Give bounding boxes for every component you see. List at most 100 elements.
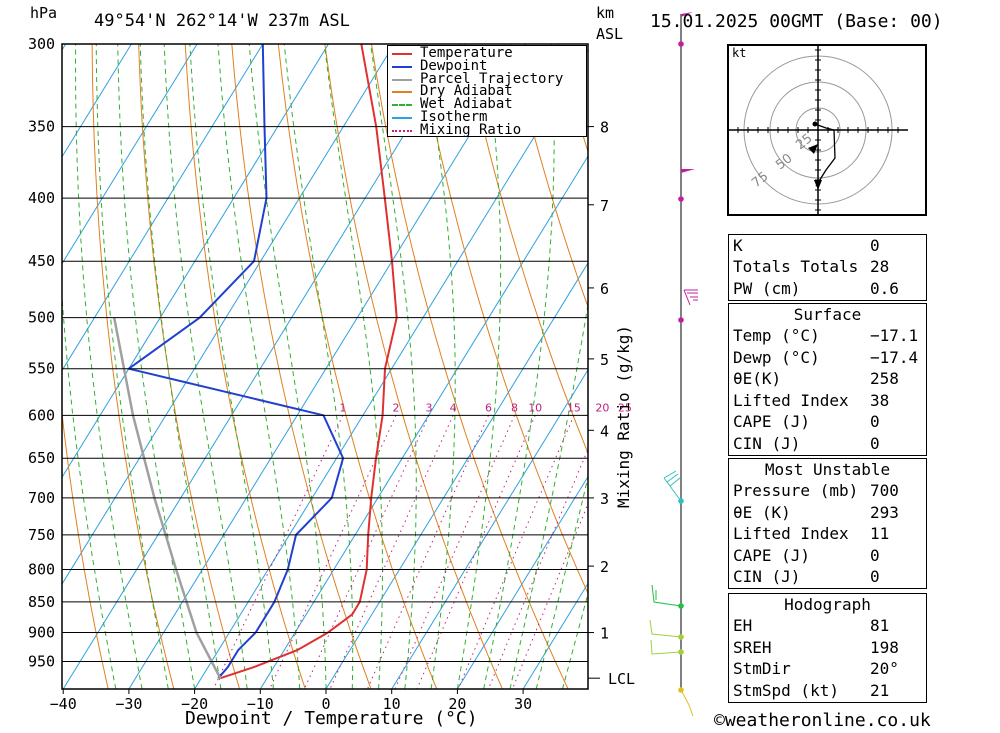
wet-adiabat-line [283, 44, 354, 689]
wind-barb [651, 584, 682, 607]
credit-link[interactable]: weatheronline.co.uk [724, 710, 931, 731]
legend-entry: Wet Adiabat [388, 96, 588, 113]
datetime-title: 15.01.2025 00GMT (Base: 00) [650, 11, 943, 32]
legend-entry: Temperature [388, 45, 588, 61]
dry-adiabat-line [930, 44, 1000, 689]
pressure-tick-label: 850 [28, 593, 55, 611]
x-tick-label: −20 [181, 695, 208, 713]
legend-label: Dry Adiabat [420, 83, 513, 100]
wet-adiabat-line [423, 44, 456, 689]
dry-adiabat-line [324, 44, 503, 689]
wet-adiabat-line [248, 44, 327, 689]
pressure-tick-label: 500 [28, 309, 55, 327]
surface-title: Surface [793, 304, 862, 324]
precipitable-water-label: PW (cm) [733, 278, 801, 298]
dry-adiabat-line [977, 44, 1000, 689]
storm-direction-label: StmDir [733, 659, 791, 679]
most-unstable-title: Most Unstable [764, 459, 891, 479]
surface-dewp-value: −17.4 [870, 347, 919, 367]
mixing-ratio-line [511, 502, 588, 689]
hodograph-unit-label: kt [732, 46, 747, 60]
mu-cape-value: 0 [870, 545, 880, 565]
x-tick-label: 10 [383, 695, 401, 713]
location-title: 49°54'N 262°14'W 237m ASL [94, 11, 350, 31]
pressure-tick-label: 800 [28, 560, 55, 578]
wet-adiabat-line [163, 44, 248, 689]
storm-speed-label: StmSpd (kt) [733, 680, 839, 700]
pressure-tick-label: 600 [28, 406, 55, 424]
legend-swatch [392, 117, 412, 119]
isotherm-line [128, 44, 527, 689]
copyright-icon: © [714, 710, 725, 731]
wind-barb [650, 639, 682, 655]
legend-swatch [392, 78, 412, 81]
mixing-ratio-value-label: 10 [528, 401, 542, 414]
x-axis-title: Dewpoint / Temperature (°C) [185, 708, 478, 729]
wind-barb-flag [681, 12, 693, 17]
surface-cape-label: CAPE (J) [733, 412, 811, 432]
pressure-tick-label: 550 [28, 360, 55, 378]
mixing-ratio-value-label: 2 [393, 401, 400, 414]
mixing-ratio-axis-title: Mixing Ratio (g/kg) [614, 324, 633, 508]
sreh-value: 198 [870, 637, 899, 657]
mixing-ratio-value-label: 20 [595, 401, 609, 414]
wet-adiabat-line [483, 44, 555, 689]
wet-adiabat-line [370, 44, 417, 689]
mixing-ratio-value-label: 3 [425, 401, 432, 414]
km-tick-label: 8 [600, 119, 609, 137]
sreh-label: SREH [733, 637, 772, 657]
legend-swatch [392, 53, 412, 55]
surface-lifted-index-label: Lifted Index [733, 390, 849, 410]
hodograph-trace [814, 123, 836, 187]
k-index-value: 0 [870, 235, 880, 255]
mixing-ratio-line [329, 415, 454, 689]
x-tick-label: −40 [50, 695, 77, 713]
dry-adiabat-line [510, 44, 588, 309]
surface-temp-label: Temp (°C) [733, 326, 820, 346]
pressure-tick-label: 950 [28, 653, 55, 671]
mu-thetae-value: 293 [870, 502, 899, 522]
mixing-ratio-line [394, 415, 515, 689]
x-tick-label: −30 [115, 695, 142, 713]
pressure-tick-label: 300 [28, 35, 55, 53]
surface-thetae-value: 258 [870, 369, 899, 389]
surface-table: Surface Temp (°C) −17.1 Dewp (°C) −17.4 θE… [728, 303, 927, 456]
x-tick-label: 30 [514, 695, 532, 713]
legend-entry: Isotherm [388, 109, 588, 125]
precipitable-water-value: 0.6 [870, 278, 899, 298]
wind-level-dot [678, 196, 684, 202]
surface-cin-label: CIN (J) [733, 433, 801, 453]
pressure-tick-label: 750 [28, 526, 55, 544]
surface-lifted-index-value: 38 [870, 390, 890, 410]
mixing-ratio-value-label: 4 [450, 401, 457, 414]
isotherm-line [456, 475, 588, 689]
pressure-tick-label: 650 [28, 449, 55, 467]
storm-speed-value: 21 [870, 680, 890, 700]
surface-thetae-label: θE(K) [733, 369, 782, 389]
wet-adiabat-line [139, 44, 222, 689]
mixing-ratio-line [213, 415, 344, 689]
isotherm-line [62, 44, 198, 265]
isotherm-line [325, 262, 588, 689]
legend-entry: Dewpoint [388, 59, 588, 73]
wet-adiabat-line [62, 290, 117, 689]
asl-unit-label: ASL [596, 25, 624, 43]
legend-label: Wet Adiabat [420, 96, 513, 113]
wet-adiabat-line [456, 44, 502, 689]
wind-barb [683, 289, 698, 306]
isotherm-line [62, 44, 461, 689]
storm-motion-arrow [808, 144, 818, 154]
mixing-ratio-value-label: 1 [339, 401, 346, 414]
isotherm-line [62, 44, 264, 372]
totals-totals-label: Totals Totals [733, 257, 859, 277]
temperature-profile [219, 44, 398, 680]
mu-cape-label: CAPE (J) [733, 545, 811, 565]
wet-adiabat-line [323, 44, 383, 689]
x-tick-label: 20 [448, 695, 466, 713]
legend-label: Isotherm [420, 109, 488, 125]
legend-swatch [392, 91, 412, 94]
hodograph-stats-table: Hodograph EH 81 SREH 198 StmDir 20° StmSpd … [728, 593, 927, 703]
legend-label: Temperature [420, 45, 513, 61]
km-tick-label: 4 [600, 422, 609, 440]
